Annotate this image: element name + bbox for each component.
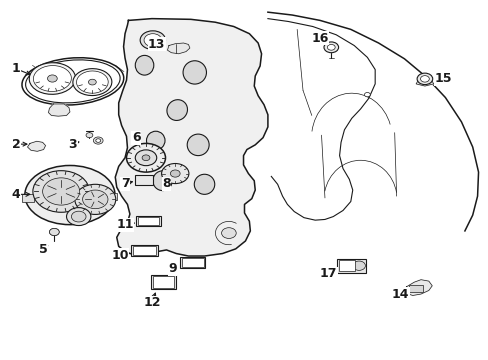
Circle shape bbox=[49, 228, 59, 235]
Bar bbox=[135, 175, 153, 185]
Bar bbox=[133, 246, 156, 255]
Circle shape bbox=[142, 155, 150, 161]
Text: 2: 2 bbox=[12, 138, 20, 150]
Circle shape bbox=[33, 171, 89, 212]
Bar bbox=[22, 194, 34, 202]
Ellipse shape bbox=[22, 58, 123, 105]
Circle shape bbox=[161, 163, 188, 184]
Ellipse shape bbox=[76, 71, 108, 93]
Circle shape bbox=[66, 208, 91, 226]
Circle shape bbox=[416, 73, 432, 85]
Polygon shape bbox=[415, 79, 433, 86]
Circle shape bbox=[420, 76, 428, 82]
Text: 3: 3 bbox=[68, 138, 77, 150]
Ellipse shape bbox=[29, 63, 75, 94]
Circle shape bbox=[82, 190, 108, 209]
Ellipse shape bbox=[135, 55, 154, 75]
Circle shape bbox=[96, 139, 101, 142]
Circle shape bbox=[140, 31, 165, 49]
Ellipse shape bbox=[187, 134, 209, 156]
Circle shape bbox=[93, 137, 103, 144]
Circle shape bbox=[86, 133, 93, 138]
Ellipse shape bbox=[153, 171, 172, 190]
Circle shape bbox=[42, 178, 80, 205]
Circle shape bbox=[170, 170, 180, 177]
Circle shape bbox=[88, 79, 96, 85]
Text: 10: 10 bbox=[111, 249, 129, 262]
Bar bbox=[151, 275, 176, 289]
Ellipse shape bbox=[25, 60, 120, 103]
Text: 9: 9 bbox=[168, 262, 176, 275]
Text: 1: 1 bbox=[12, 62, 20, 75]
Text: 8: 8 bbox=[162, 177, 170, 190]
Ellipse shape bbox=[146, 131, 164, 150]
Circle shape bbox=[47, 75, 57, 82]
Polygon shape bbox=[167, 43, 189, 54]
Ellipse shape bbox=[183, 61, 206, 84]
Bar bbox=[180, 257, 205, 268]
Circle shape bbox=[71, 211, 86, 222]
Text: 14: 14 bbox=[391, 288, 408, 301]
Bar bbox=[336, 259, 366, 273]
Text: 6: 6 bbox=[132, 131, 140, 144]
Polygon shape bbox=[27, 141, 45, 151]
Text: 11: 11 bbox=[116, 218, 134, 231]
Text: 12: 12 bbox=[143, 296, 160, 309]
Bar bbox=[153, 276, 174, 288]
Text: 4: 4 bbox=[12, 188, 20, 201]
Polygon shape bbox=[405, 280, 431, 296]
Bar bbox=[131, 244, 158, 256]
Circle shape bbox=[364, 93, 369, 97]
Circle shape bbox=[324, 42, 338, 53]
Text: 7: 7 bbox=[121, 177, 129, 190]
Bar bbox=[182, 258, 203, 267]
Bar bbox=[408, 285, 422, 292]
Circle shape bbox=[135, 150, 157, 166]
Ellipse shape bbox=[194, 174, 214, 194]
Bar bbox=[106, 193, 117, 201]
Ellipse shape bbox=[25, 166, 115, 225]
Circle shape bbox=[75, 184, 116, 215]
Text: 5: 5 bbox=[39, 243, 48, 256]
Text: 17: 17 bbox=[319, 267, 336, 280]
Circle shape bbox=[352, 261, 365, 270]
Text: 13: 13 bbox=[148, 38, 165, 51]
Ellipse shape bbox=[33, 66, 71, 91]
Circle shape bbox=[327, 44, 334, 50]
Circle shape bbox=[126, 143, 165, 172]
Ellipse shape bbox=[73, 69, 112, 95]
Polygon shape bbox=[115, 19, 267, 256]
Polygon shape bbox=[48, 104, 70, 116]
Bar bbox=[138, 217, 158, 225]
Text: 16: 16 bbox=[311, 32, 328, 45]
Ellipse shape bbox=[166, 100, 187, 121]
Bar bbox=[338, 260, 354, 271]
Bar bbox=[136, 216, 160, 226]
Circle shape bbox=[144, 34, 161, 46]
Circle shape bbox=[221, 228, 236, 238]
Text: 15: 15 bbox=[434, 72, 451, 85]
